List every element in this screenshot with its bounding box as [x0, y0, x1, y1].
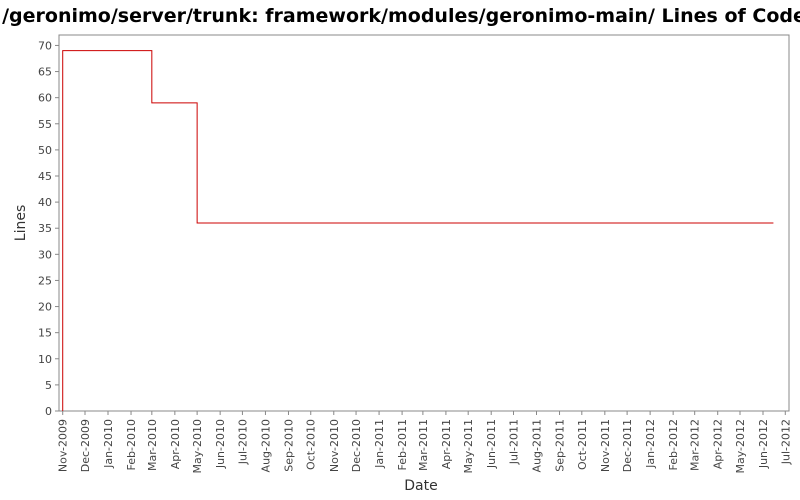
- y-tick-label: 70: [38, 39, 52, 52]
- y-tick-label: 45: [38, 170, 52, 183]
- x-tick-label: Jan-2011: [373, 419, 386, 469]
- x-tick-label: Jan-2012: [644, 419, 657, 469]
- x-tick-label: Mar-2012: [689, 419, 702, 471]
- x-tick-label: Jul-2010: [236, 419, 249, 465]
- x-tick-label: Jun-2012: [757, 419, 770, 469]
- x-tick-label: Nov-2010: [328, 419, 341, 472]
- y-tick-label: 55: [38, 118, 52, 131]
- y-tick-label: 30: [38, 248, 52, 261]
- y-tick-label: 5: [45, 379, 52, 392]
- x-tick-label: Apr-2011: [440, 419, 453, 469]
- x-tick-label: Jul-2012: [779, 419, 792, 465]
- x-tick-label: Sep-2010: [282, 419, 295, 472]
- x-tick-label: Dec-2010: [350, 419, 363, 472]
- y-tick-label: 40: [38, 196, 52, 209]
- x-tick-label: Apr-2012: [712, 419, 725, 469]
- y-tick-label: 35: [38, 222, 52, 235]
- y-tick-label: 0: [45, 405, 52, 418]
- y-tick-label: 50: [38, 144, 52, 157]
- y-tick-label: 20: [38, 301, 52, 314]
- x-tick-label: Dec-2009: [79, 419, 92, 472]
- x-tick-label: Feb-2012: [667, 419, 680, 470]
- x-tick-label: Apr-2010: [169, 419, 182, 469]
- chart-title: /geronimo/server/trunk: framework/module…: [2, 5, 800, 27]
- x-tick-label: May-2012: [734, 419, 747, 474]
- x-axis: Nov-2009 Dec-2009 Jan-2010 Feb-2010 Mar-2010…: [57, 411, 792, 474]
- x-tick-label: Oct-2011: [576, 419, 589, 470]
- x-tick-label: Feb-2010: [125, 419, 138, 470]
- y-tick-label: 60: [38, 92, 52, 105]
- x-tick-label: Sep-2011: [554, 419, 567, 472]
- y-tick-label: 65: [38, 66, 52, 79]
- x-tick-label: Jun-2011: [485, 419, 498, 469]
- x-tick-label: May-2010: [191, 419, 204, 474]
- x-tick-label: May-2011: [462, 419, 475, 474]
- x-tick-label: Dec-2011: [621, 419, 634, 472]
- x-tick-label: Nov-2009: [57, 419, 70, 472]
- x-tick-label: Jun-2010: [214, 419, 227, 469]
- y-tick-label: 15: [38, 327, 52, 340]
- y-tick-label: 25: [38, 274, 52, 287]
- x-tick-label: Mar-2011: [417, 419, 430, 471]
- x-tick-label: Aug-2010: [259, 419, 272, 472]
- x-tick-label: Mar-2010: [146, 419, 159, 471]
- x-tick-label: Aug-2011: [531, 419, 544, 472]
- series-line: [62, 50, 774, 411]
- x-tick-label: Jul-2011: [507, 419, 520, 465]
- y-axis: 0 5 10 15 20 25 30 35 40 45 50 55 60 65 70: [38, 39, 59, 418]
- y-axis-label: Lines: [13, 205, 29, 241]
- x-axis-label: Date: [404, 478, 437, 494]
- y-tick-label: 10: [38, 353, 52, 366]
- x-tick-label: Jan-2010: [102, 419, 115, 469]
- x-tick-label: Oct-2010: [305, 419, 318, 470]
- x-tick-label: Feb-2011: [396, 419, 409, 470]
- x-tick-label: Nov-2011: [599, 419, 612, 472]
